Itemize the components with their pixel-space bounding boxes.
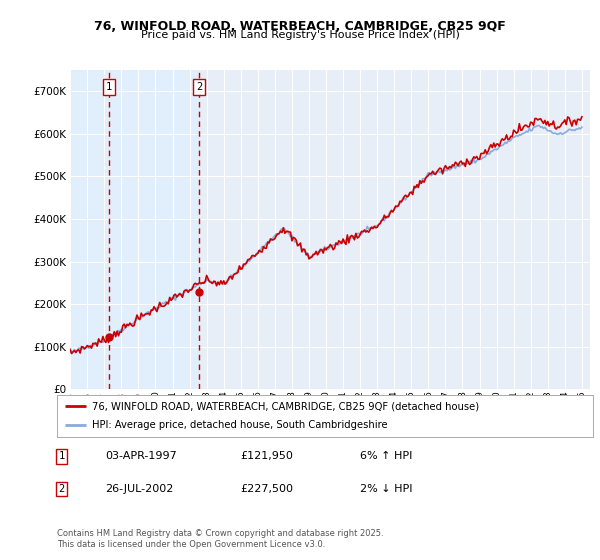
Text: 1: 1 [59,451,65,461]
Text: This data is licensed under the Open Government Licence v3.0.: This data is licensed under the Open Gov… [57,540,325,549]
Bar [70,70,109,389]
Text: 76, WINFOLD ROAD, WATERBEACH, CAMBRIDGE, CB25 9QF (detached house): 76, WINFOLD ROAD, WATERBEACH, CAMBRIDGE,… [92,401,479,411]
Text: 2: 2 [196,82,202,92]
Text: 76, WINFOLD ROAD, WATERBEACH, CAMBRIDGE, CB25 9QF: 76, WINFOLD ROAD, WATERBEACH, CAMBRIDGE,… [94,20,506,32]
Text: HPI: Average price, detached house, South Cambridgeshire: HPI: Average price, detached house, Sout… [92,421,388,431]
Text: 6% ↑ HPI: 6% ↑ HPI [360,451,412,461]
Text: Contains HM Land Registry data © Crown copyright and database right 2025.: Contains HM Land Registry data © Crown c… [57,529,383,538]
Text: 1: 1 [106,82,112,92]
Text: 2: 2 [59,484,65,494]
Text: Price paid vs. HM Land Registry's House Price Index (HPI): Price paid vs. HM Land Registry's House … [140,30,460,40]
Text: 26-JUL-2002: 26-JUL-2002 [105,484,173,494]
Text: 03-APR-1997: 03-APR-1997 [105,451,177,461]
Text: £121,950: £121,950 [240,451,293,461]
Bar [109,70,199,389]
Text: £227,500: £227,500 [240,484,293,494]
Text: 2% ↓ HPI: 2% ↓ HPI [360,484,413,494]
